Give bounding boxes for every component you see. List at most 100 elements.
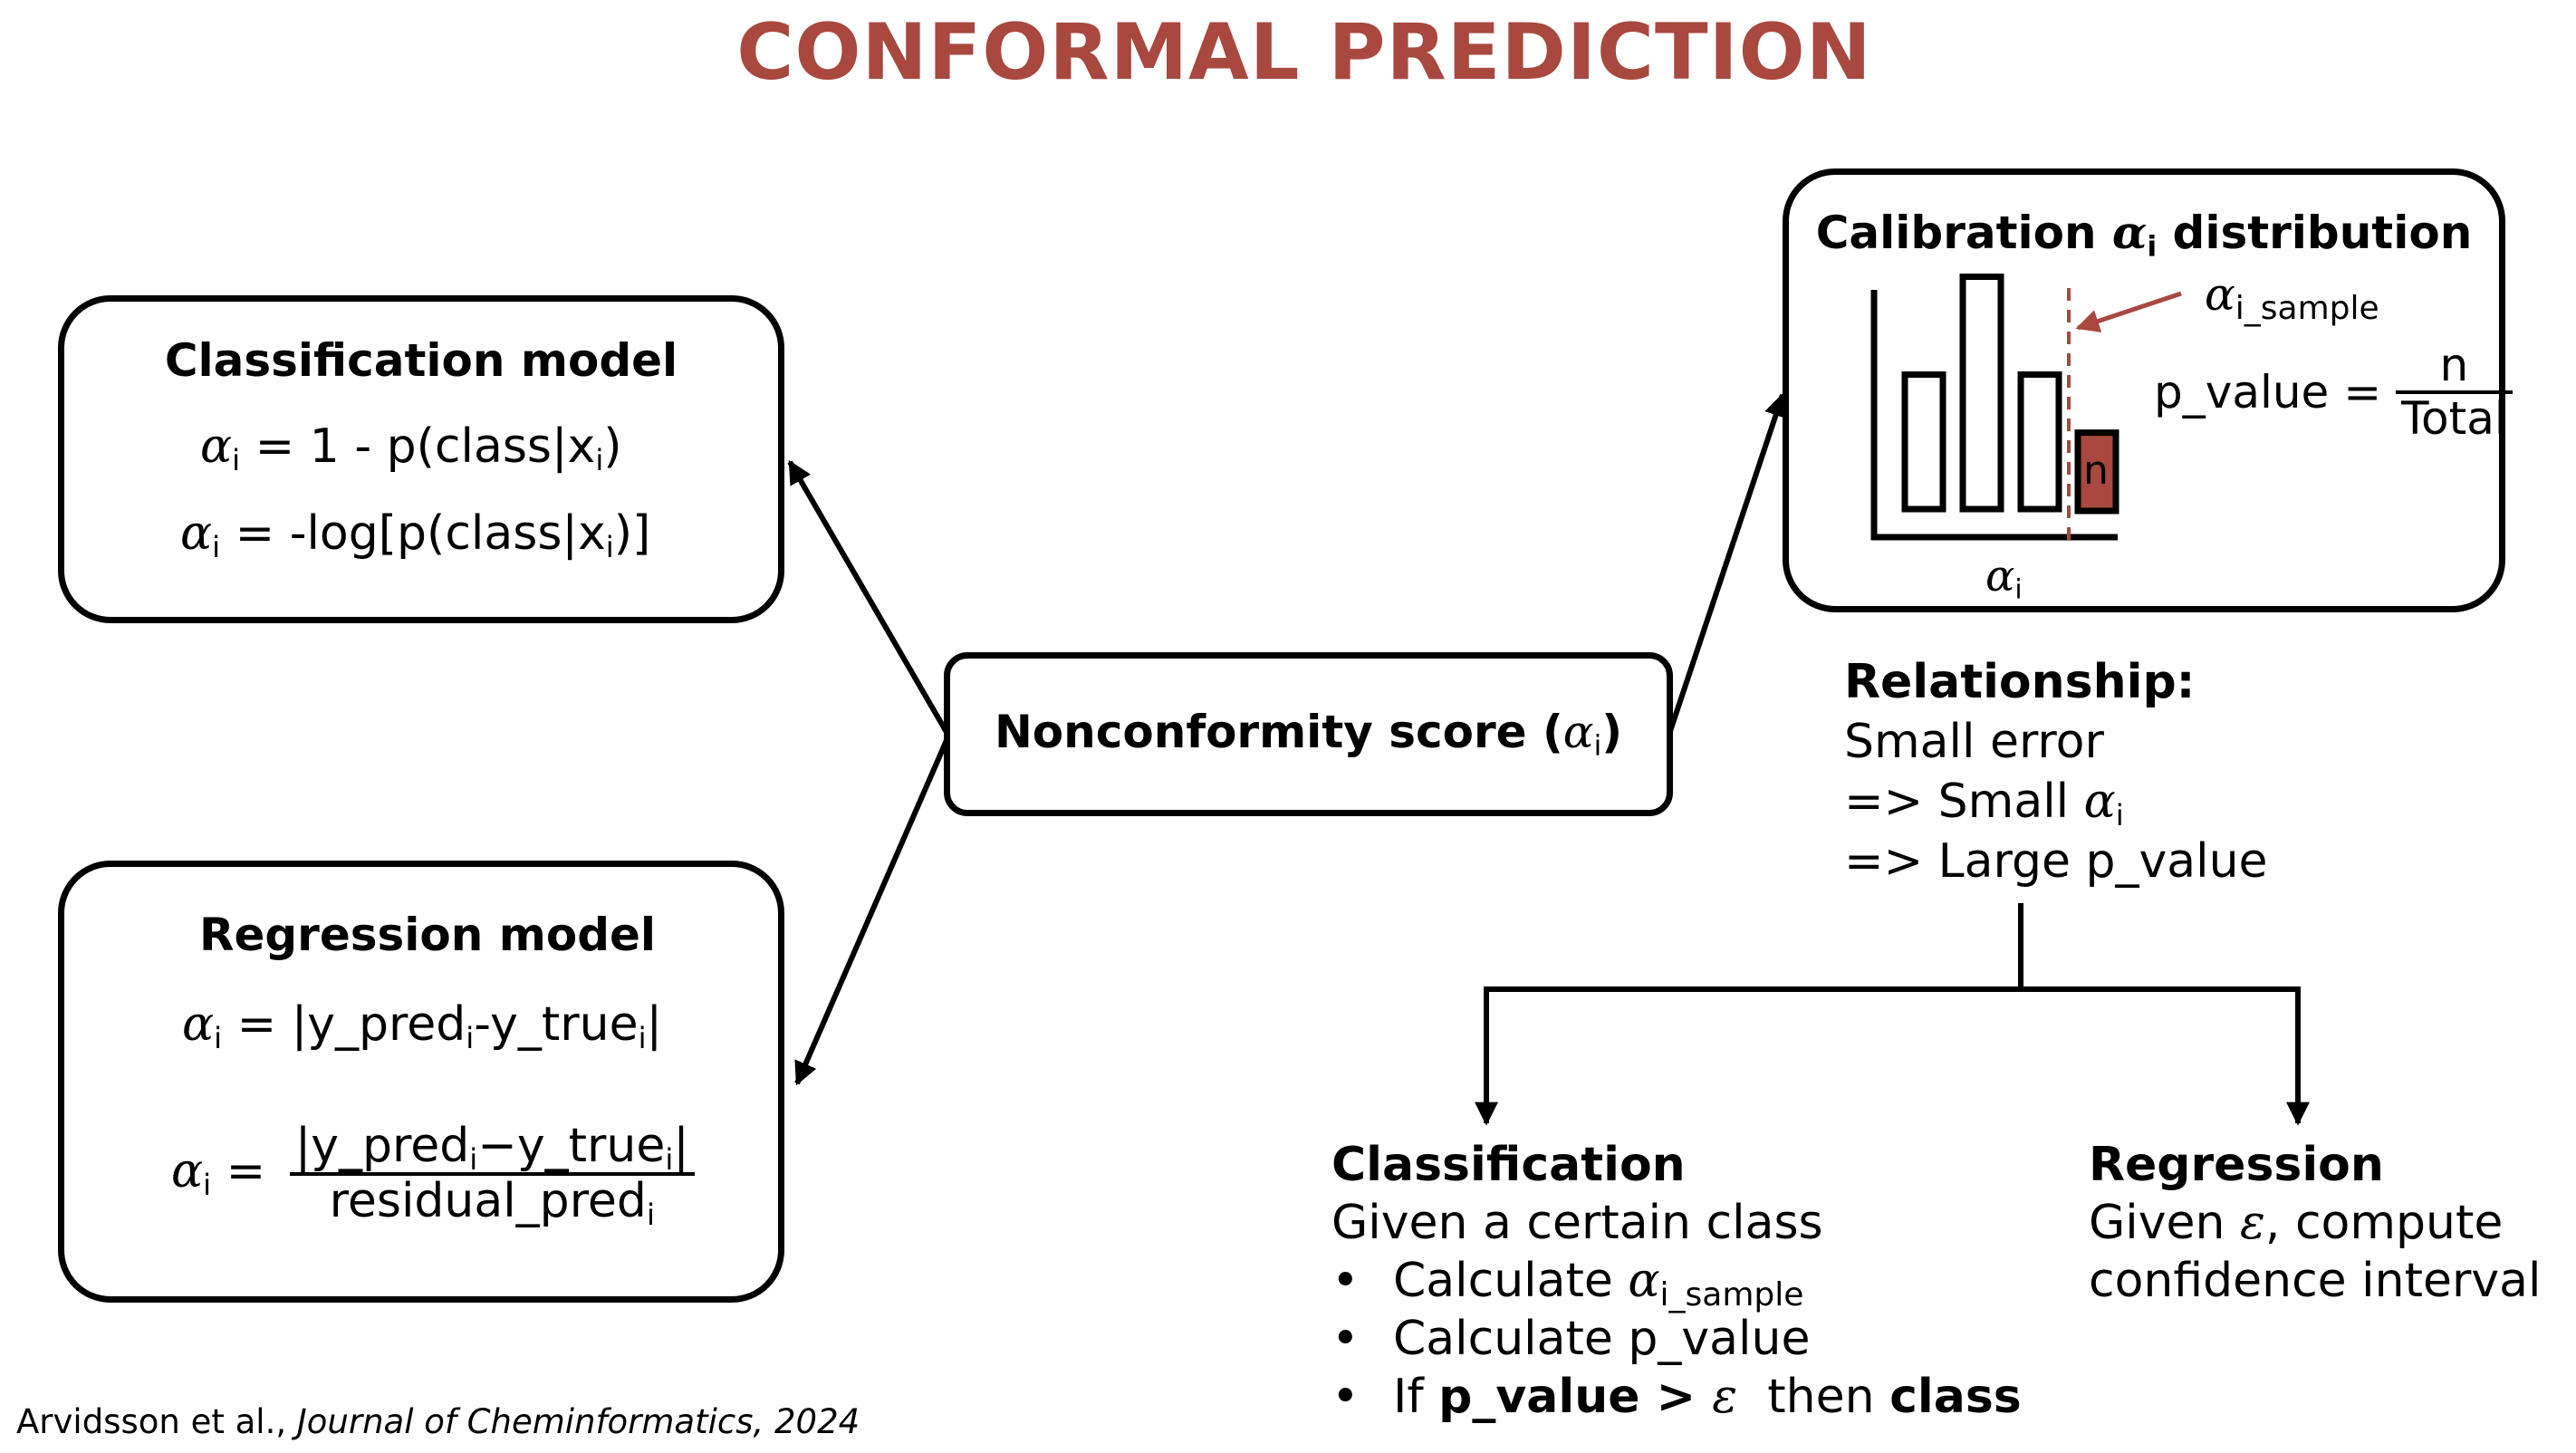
citation-journal: Journal of Cheminformatics, 2024: [296, 1402, 860, 1441]
subscript: i: [232, 443, 241, 478]
subscript: i: [638, 1021, 647, 1056]
subscript: i: [1593, 729, 1602, 763]
equation-text: p_value =: [2154, 366, 2382, 419]
classification-bullet-1: • Calculate αi_sample: [1331, 1252, 2022, 1314]
label-text: If: [1393, 1370, 1439, 1424]
label-text: Nonconformity score (: [994, 706, 1563, 758]
equation-text: )]: [613, 506, 651, 561]
subscript: i: [214, 1021, 223, 1056]
equation-text: residual_pred: [329, 1174, 647, 1229]
equation-text: = |y_pred: [222, 997, 466, 1052]
alpha-symbol: α: [1562, 706, 1594, 758]
relationship-title: Relationship:: [1844, 655, 2196, 709]
fraction-denominator: residual_predi: [290, 1174, 695, 1230]
epsilon-symbol: ε: [1712, 1370, 1738, 1424]
page-title: CONFORMAL PREDICTION: [736, 7, 1872, 98]
alpha-sample-label: αi_sample: [2205, 268, 2379, 325]
label-text: , compute: [2264, 1196, 2504, 1250]
bullet-marker: •: [1331, 1254, 1360, 1308]
alpha-symbol: α: [1628, 1254, 1660, 1308]
histogram-x-axis-label: αi: [1985, 551, 2023, 603]
label-text: distribution: [2157, 207, 2473, 259]
subscript: i: [466, 1021, 475, 1056]
bar-n-label: n: [2083, 447, 2109, 494]
classification-equation-2: αi = -log[p(class|xi)]: [180, 506, 651, 565]
subscript: i: [212, 530, 221, 565]
label-text: ): [1601, 706, 1623, 758]
nonconformity-score-box: Nonconformity score (αi): [944, 652, 1673, 816]
subscript: i: [665, 1142, 674, 1178]
label-text: Calculate p_value: [1393, 1312, 1811, 1366]
classification-model-box: Classification model αi = 1 - p(class|xi…: [58, 295, 784, 623]
classification-branch-block: Classification Given a certain class • Ca…: [1331, 1136, 2022, 1426]
regression-model-box: Regression model αi = |y_predi-y_truei| …: [58, 861, 784, 1303]
label-text: p_value >: [1438, 1370, 1713, 1424]
label-text: Given: [2089, 1196, 2240, 1250]
equation-text: |: [646, 997, 663, 1052]
alpha-symbol: α: [2112, 206, 2148, 259]
equation-text: =: [211, 1144, 266, 1199]
fraction-numerator: |y_predi−y_truei|: [289, 1119, 695, 1178]
equation-text: ): [603, 419, 622, 474]
alpha-symbol: α: [200, 419, 233, 474]
subscript: i: [203, 1168, 212, 1203]
classification-bullet-2: • Calculate p_value: [1331, 1310, 2022, 1368]
fraction-denominator: Total: [2401, 392, 2507, 445]
relationship-line-2: => Small αi: [1844, 772, 2268, 832]
regression-branch-line-2: confidence interval: [2089, 1254, 2542, 1308]
subscript: i: [2014, 573, 2023, 606]
alpha-symbol: α: [180, 506, 213, 561]
p-value-fraction: n Total: [2396, 341, 2513, 444]
relationship-block: Relationship: Small error => Small αi =>…: [1844, 652, 2268, 891]
label-text: => Small: [1844, 775, 2084, 829]
subscript: i: [2115, 798, 2124, 833]
subscript: i: [605, 530, 614, 565]
alpha-symbol: α: [2083, 775, 2116, 829]
subscript: i: [595, 443, 604, 478]
bullet-marker: •: [1331, 1312, 1360, 1366]
label-text: then: [1737, 1370, 1890, 1424]
calibration-title: Calibration αi distribution: [1789, 206, 2499, 261]
relationship-line-3: => Large p_value: [1844, 834, 2268, 889]
classification-model-title: Classification model: [164, 334, 678, 387]
alpha-symbol: α: [171, 1144, 204, 1199]
subscript: i: [646, 1198, 655, 1233]
equation-text: = 1 - p(class|x: [240, 419, 596, 474]
epsilon-symbol: ε: [2240, 1196, 2265, 1250]
arrow-to-regression-model: [794, 736, 950, 1086]
equation-text: −y_true: [477, 1119, 666, 1173]
equation-text: = -log[p(class|x: [220, 506, 606, 561]
fraction-numerator: n: [2396, 341, 2513, 394]
nonconformity-score-label: Nonconformity score (αi): [950, 706, 1667, 760]
regression-branch-line-1: Given ε, compute: [2089, 1194, 2541, 1252]
alpha-symbol: α: [182, 997, 215, 1052]
classification-branch-title: Classification: [1331, 1138, 1686, 1192]
label-text: class: [1889, 1370, 2022, 1424]
regression-equation-2: αi = |y_predi−y_truei| residual_predi: [171, 1119, 695, 1230]
subscript: i: [469, 1142, 478, 1178]
regression-branch-title: Regression: [2089, 1138, 2384, 1192]
equation-text: -y_true: [474, 997, 639, 1052]
alpha-symbol: α: [2205, 268, 2235, 321]
bullet-marker: •: [1331, 1370, 1360, 1424]
classification-branch-line-1: Given a certain class: [1331, 1196, 1823, 1250]
regression-branch-block: Regression Given ε, compute confidence i…: [2089, 1136, 2541, 1310]
subscript: i: [2147, 230, 2158, 264]
arrow-to-calibration: [1667, 392, 1787, 735]
classification-equation-1: αi = 1 - p(class|xi): [200, 419, 622, 478]
subscript: i_sample: [2235, 290, 2379, 328]
classification-bullet-3: • If p_value > ε then class: [1331, 1368, 2022, 1426]
relationship-line-1: Small error: [1844, 715, 2104, 769]
label-text: Calibration: [1815, 207, 2112, 259]
citation-authors: Arvidsson et al.,: [16, 1402, 297, 1441]
equation-text: |y_pred: [294, 1119, 470, 1173]
alpha-symbol: α: [1985, 551, 2015, 601]
regression-equation-1: αi = |y_predi-y_truei|: [182, 997, 663, 1056]
p-value-formula: p_value = n Total: [2154, 341, 2513, 444]
subscript: i_sample: [1659, 1276, 1804, 1314]
regression-fraction: |y_predi−y_truei| residual_predi: [289, 1119, 695, 1230]
citation: Arvidsson et al., Journal of Cheminforma…: [16, 1402, 860, 1441]
equation-text: |: [673, 1119, 689, 1173]
regression-model-title: Regression model: [198, 909, 657, 961]
